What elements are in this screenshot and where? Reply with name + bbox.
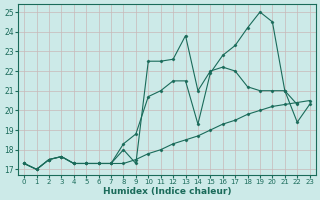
X-axis label: Humidex (Indice chaleur): Humidex (Indice chaleur) [103,187,231,196]
